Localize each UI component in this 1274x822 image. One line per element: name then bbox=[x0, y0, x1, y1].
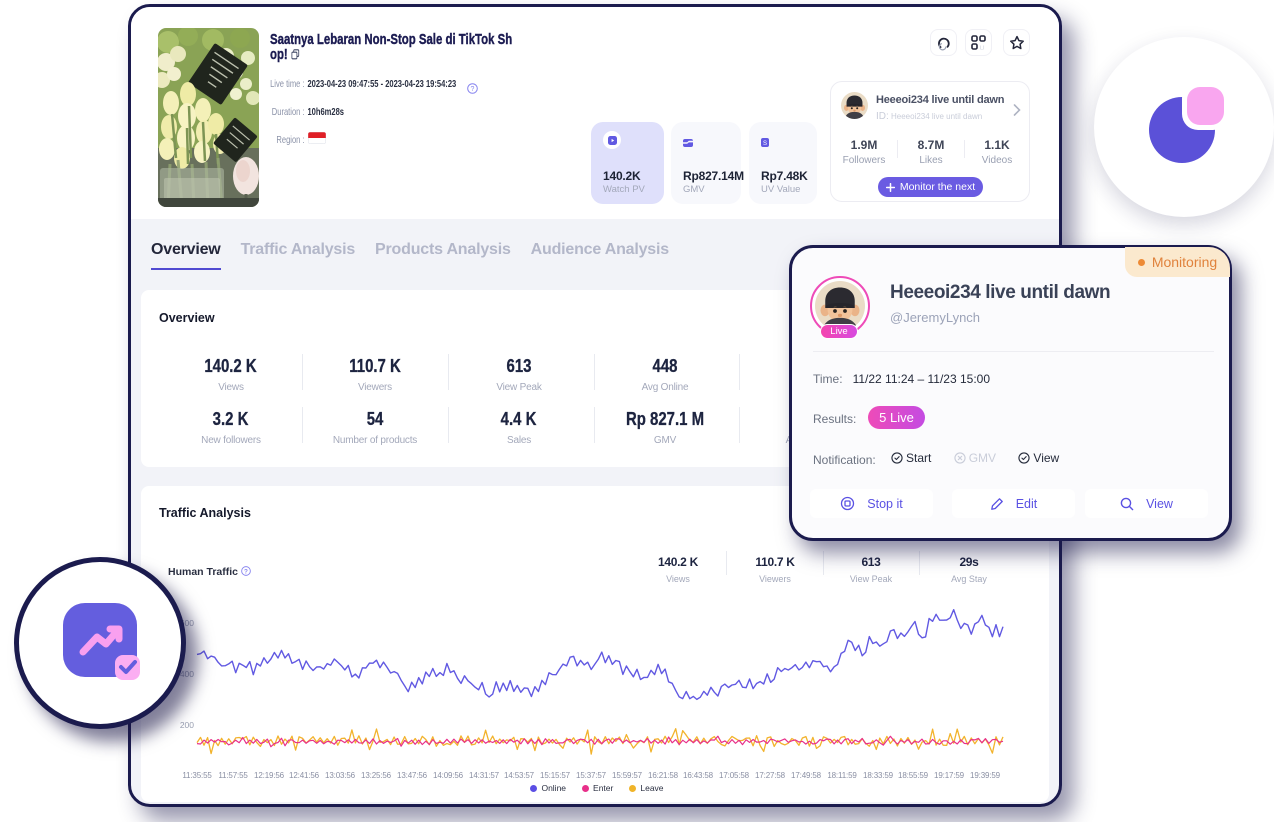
svg-text:?: ? bbox=[471, 86, 475, 93]
svg-text:LI: LI bbox=[980, 46, 985, 51]
svg-text:S: S bbox=[763, 141, 767, 147]
svg-text:?: ? bbox=[244, 568, 248, 575]
